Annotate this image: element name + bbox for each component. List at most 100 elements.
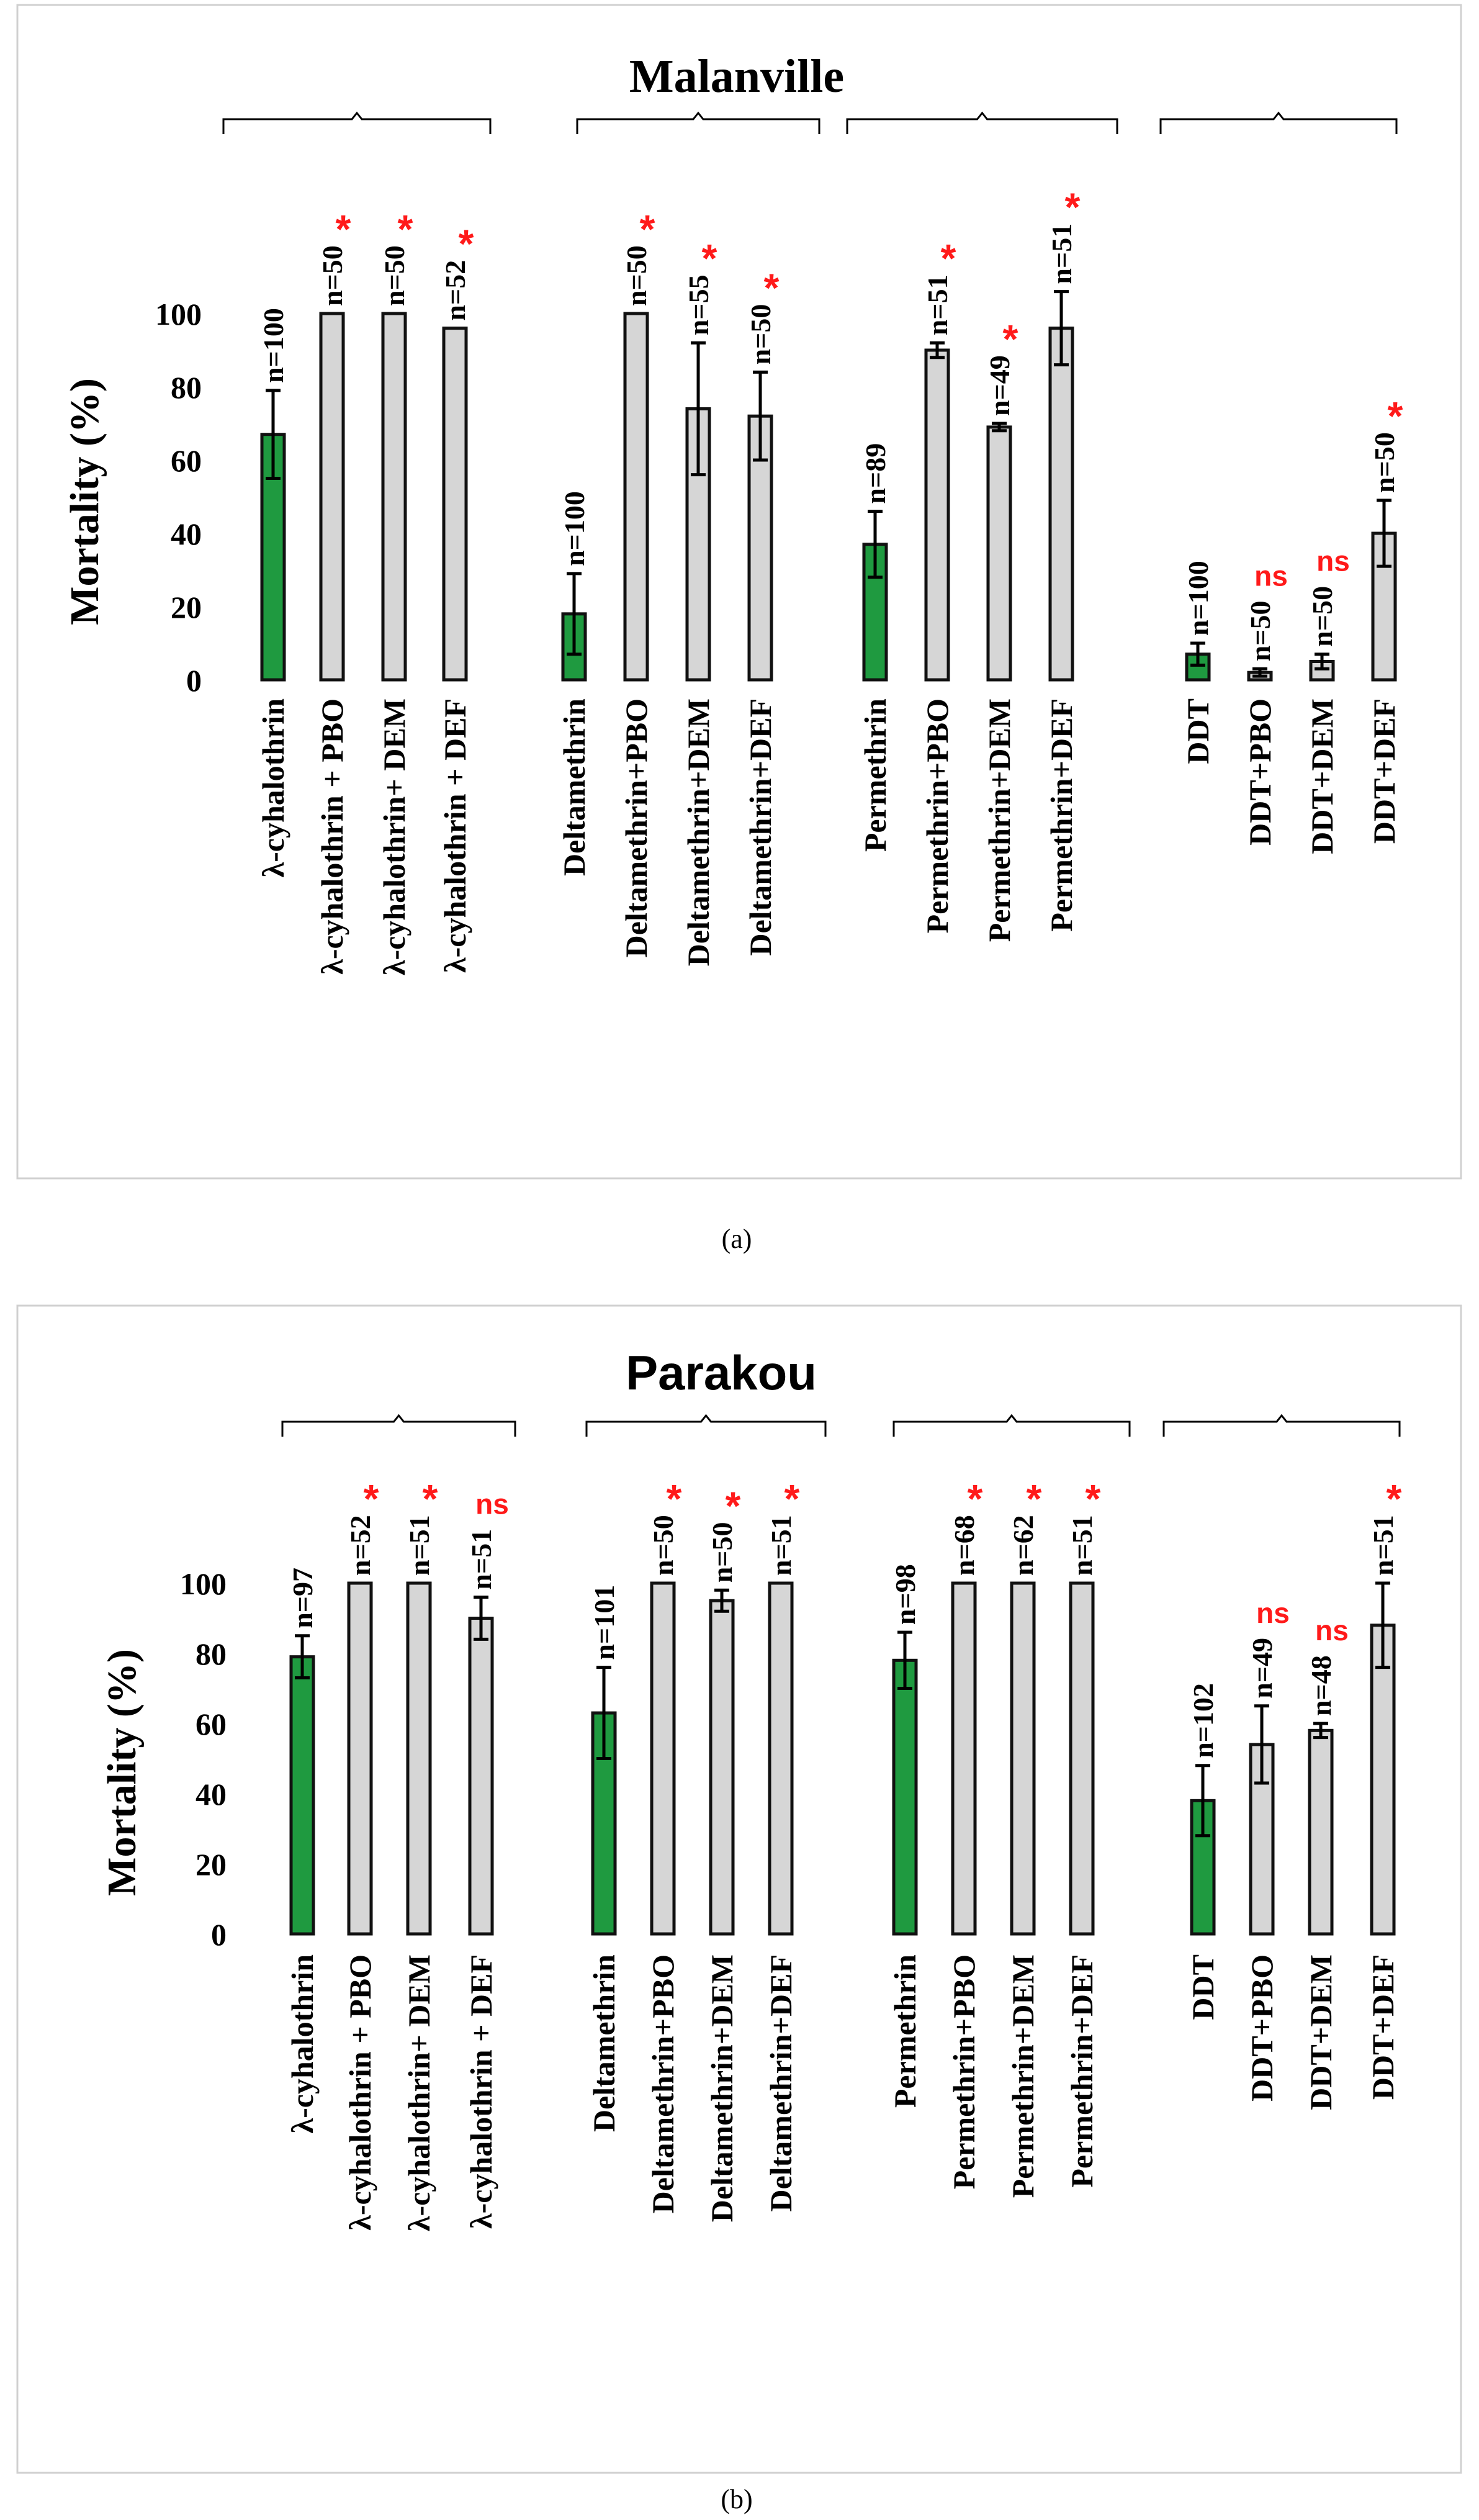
bar — [1370, 1624, 1396, 1936]
category-label: Permethrin+PBO — [920, 698, 955, 933]
group-bracket — [1162, 1414, 1401, 1437]
sample-size-label: n=100 — [258, 308, 289, 383]
group-bracket — [1159, 111, 1398, 134]
y-tick-label: 100 — [180, 1566, 227, 1601]
sample-size-label: n=102 — [1187, 1683, 1219, 1758]
bar — [319, 312, 345, 682]
significance-marker: * — [423, 1476, 438, 1521]
sample-size-label: n=100 — [1182, 561, 1214, 636]
significance-marker: * — [1065, 185, 1081, 230]
significance-marker: ns — [1316, 545, 1350, 577]
panel-b-frame — [16, 1304, 1462, 2474]
significance-marker: * — [726, 1483, 741, 1528]
caption-a: (a) — [722, 1224, 752, 1254]
category-label: Deltamethrin+DEM — [681, 698, 716, 966]
sample-size-label: n=55 — [683, 274, 714, 335]
sample-size-label: n=51 — [1367, 1515, 1399, 1576]
category-label: Deltamethrin+DEF — [743, 698, 778, 956]
category-label: λ-cyhalothrin — [256, 698, 290, 878]
panel-a-frame — [16, 4, 1462, 1180]
chart-a-ylabel: Mortality (%) — [62, 378, 107, 625]
sample-size-label: n=51 — [465, 1529, 497, 1590]
significance-marker: * — [364, 1476, 379, 1521]
sample-size-label: n=50 — [1244, 601, 1276, 662]
significance-marker: * — [1003, 317, 1018, 361]
category-label: Deltamethrin+PBO — [645, 1954, 680, 2213]
sample-size-label: n=51 — [765, 1515, 797, 1576]
sample-size-label: n=50 — [1306, 586, 1338, 647]
caption-b: (b) — [721, 2484, 752, 2514]
panel-parakou: Parakou Mortality (%) 0 20 40 60 80 100 n=97 λ-… — [16, 1304, 1462, 2514]
sample-size-label: n=101 — [588, 1585, 620, 1660]
group-bracket — [892, 1414, 1131, 1437]
significance-marker: ns — [475, 1488, 509, 1520]
category-label: DDT+DEF — [1365, 1954, 1400, 2100]
significance-marker: * — [941, 236, 956, 281]
y-tick-label: 80 — [196, 1637, 227, 1671]
category-label: λ-cyhalothrin + PBO — [343, 1954, 377, 2231]
significance-marker: * — [1027, 1476, 1042, 1521]
category-label: Permethrin — [858, 698, 892, 852]
y-tick-label: 100 — [155, 297, 202, 332]
bar — [406, 1581, 432, 1936]
significance-marker: * — [640, 207, 655, 251]
y-tick-label: 20 — [196, 1847, 227, 1882]
sample-size-label: n=50 — [379, 245, 410, 306]
significance-marker: * — [784, 1476, 800, 1521]
category-label: λ-cyhalothrin + PBO — [315, 698, 349, 975]
category-label: Deltamethrin+DEF — [763, 1954, 798, 2212]
significance-marker: * — [667, 1476, 682, 1521]
y-tick-label: 80 — [171, 370, 202, 405]
bar — [924, 348, 950, 682]
significance-marker: * — [764, 265, 780, 310]
category-label: Deltamethrin — [557, 698, 591, 876]
bar — [289, 1655, 315, 1936]
sample-size-label: n=51 — [922, 274, 953, 335]
chart-b-ylabel: Mortality (%) — [99, 1649, 145, 1896]
bar — [468, 1617, 494, 1936]
group-bracket — [222, 111, 492, 134]
category-label: DDT+PBO — [1243, 698, 1277, 846]
sample-size-label: n=51 — [1066, 1515, 1098, 1576]
sample-size-label: n=62 — [1007, 1515, 1039, 1576]
y-tick-label: 60 — [196, 1707, 227, 1741]
category-label: λ-cyhalothrin + DEF — [438, 698, 472, 973]
bar — [442, 327, 468, 682]
category-label: DDT+DEM — [1305, 698, 1339, 854]
category-label: Permethrin+DEM — [1005, 1954, 1040, 2198]
bar — [1048, 327, 1074, 682]
significance-marker: ns — [1315, 1614, 1349, 1646]
group-bracket — [576, 111, 820, 134]
chart-b-title: Parakou — [626, 1345, 817, 1400]
sample-size-label: n=52 — [344, 1515, 376, 1576]
bar — [892, 1658, 918, 1936]
sample-size-label: n=49 — [1246, 1638, 1278, 1699]
sample-size-label: n=50 — [621, 245, 652, 306]
group-bracket — [585, 1414, 827, 1437]
sample-size-label: n=89 — [860, 443, 891, 504]
category-label: λ-cyhalothrin+ DEM — [402, 1954, 436, 2231]
sample-size-label: n=50 — [317, 245, 348, 306]
y-tick-label: 60 — [171, 443, 202, 478]
significance-marker: ns — [1254, 559, 1288, 592]
sample-size-label: n=98 — [889, 1564, 921, 1625]
category-label: DDT+PBO — [1244, 1954, 1279, 2102]
chart-a-title: Malanville — [629, 50, 844, 102]
category-label: Permethrin+DEM — [982, 698, 1017, 942]
bar — [1308, 1728, 1334, 1936]
significance-marker: * — [336, 207, 351, 251]
category-label: DDT — [1180, 698, 1215, 764]
category-label: Deltamethrin+PBO — [619, 698, 654, 957]
category-label: Deltamethrin+DEM — [704, 1954, 739, 2222]
bar — [1010, 1581, 1036, 1936]
sample-size-label: n=51 — [403, 1515, 435, 1576]
category-label: DDT+DEM — [1303, 1954, 1338, 2110]
significance-marker: * — [1388, 394, 1403, 438]
bar — [951, 1581, 977, 1936]
y-tick-label: 40 — [171, 517, 202, 551]
significance-marker: * — [1086, 1476, 1101, 1521]
category-label: Permethrin+PBO — [946, 1954, 981, 2189]
